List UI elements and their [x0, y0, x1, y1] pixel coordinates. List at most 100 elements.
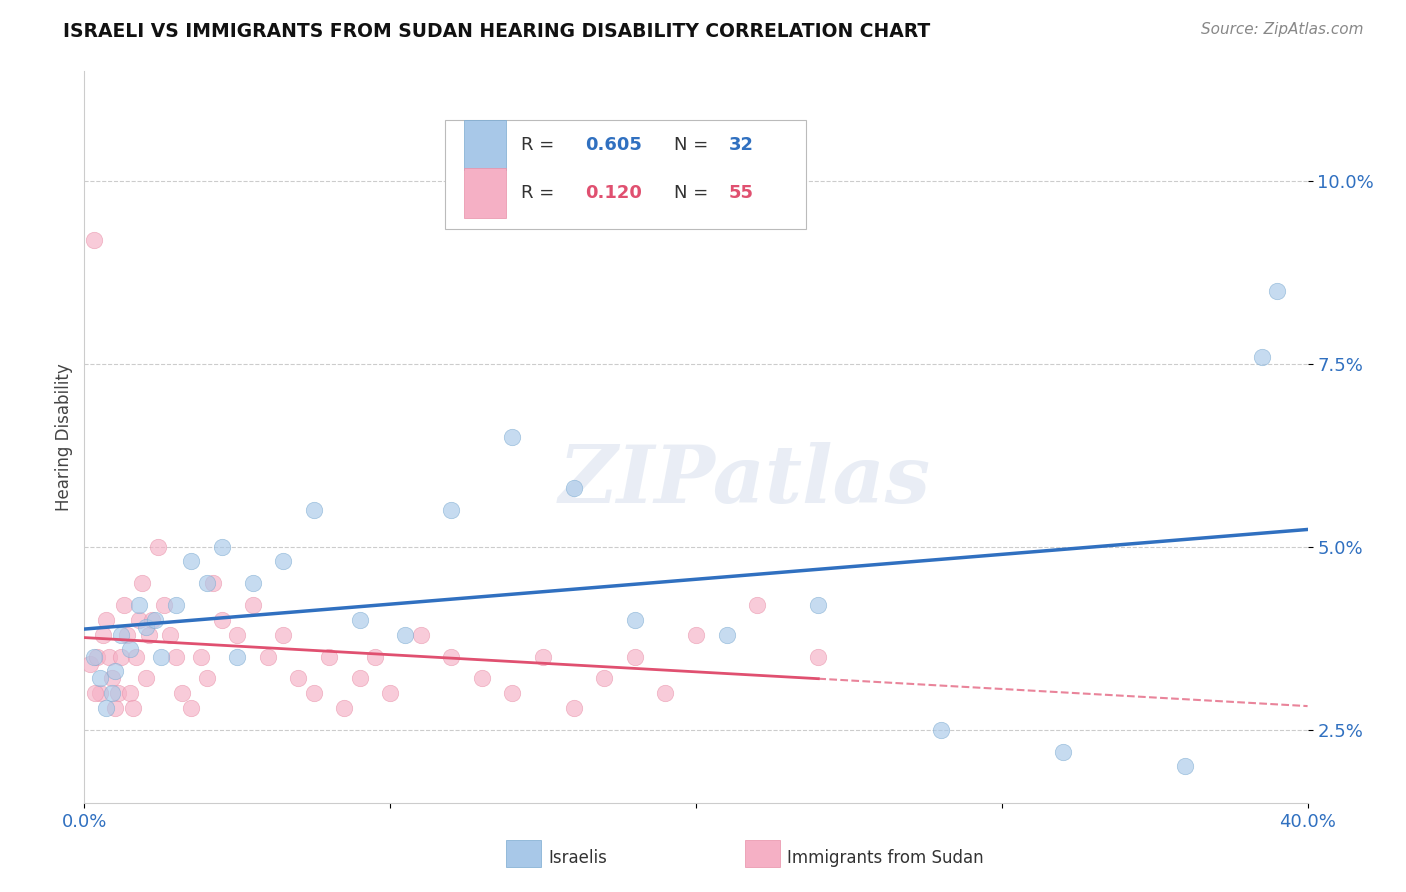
- Point: [84, 686, 107, 700]
- Point: [226, 649, 249, 664]
- Text: Israelis: Israelis: [548, 849, 607, 867]
- Point: [89, 672, 111, 686]
- Point: [125, 649, 148, 664]
- Y-axis label: Hearing Disability: Hearing Disability: [55, 363, 73, 511]
- Point: [716, 627, 738, 641]
- Point: [593, 672, 616, 686]
- Point: [115, 627, 138, 641]
- Point: [685, 627, 707, 641]
- Point: [1265, 284, 1288, 298]
- Point: [120, 642, 142, 657]
- Point: [180, 554, 202, 568]
- Point: [271, 627, 294, 641]
- Point: [624, 649, 647, 664]
- Point: [440, 649, 463, 664]
- FancyBboxPatch shape: [446, 120, 806, 228]
- Point: [1174, 759, 1197, 773]
- Point: [364, 649, 387, 664]
- Point: [149, 649, 172, 664]
- Text: R =: R =: [522, 184, 560, 202]
- Text: ZIPatlas: ZIPatlas: [558, 442, 931, 520]
- Point: [190, 649, 212, 664]
- Text: N =: N =: [673, 184, 714, 202]
- Point: [211, 540, 233, 554]
- Point: [101, 672, 124, 686]
- Point: [807, 599, 830, 613]
- Point: [97, 649, 120, 664]
- Point: [562, 700, 585, 714]
- Point: [287, 672, 309, 686]
- Point: [159, 627, 181, 641]
- Point: [257, 649, 280, 664]
- Point: [83, 649, 105, 664]
- Text: R =: R =: [522, 136, 560, 154]
- Point: [333, 700, 356, 714]
- Point: [624, 613, 647, 627]
- Point: [104, 664, 127, 678]
- Point: [83, 233, 105, 247]
- Point: [128, 599, 150, 613]
- Point: [180, 700, 202, 714]
- Point: [440, 503, 463, 517]
- Point: [380, 686, 402, 700]
- Point: [1250, 350, 1272, 364]
- Text: 0.605: 0.605: [585, 136, 641, 154]
- Point: [302, 503, 325, 517]
- Point: [318, 649, 340, 664]
- Point: [226, 627, 249, 641]
- Point: [531, 649, 554, 664]
- Point: [138, 627, 160, 641]
- Point: [242, 576, 264, 591]
- Point: [394, 627, 416, 641]
- Point: [201, 576, 224, 591]
- Point: [502, 686, 524, 700]
- Text: 55: 55: [728, 184, 754, 202]
- Point: [122, 700, 145, 714]
- Point: [94, 613, 117, 627]
- Point: [110, 649, 132, 664]
- Point: [143, 613, 166, 627]
- Point: [242, 599, 264, 613]
- Point: [165, 649, 187, 664]
- Point: [211, 613, 233, 627]
- Point: [79, 657, 101, 671]
- Point: [747, 599, 769, 613]
- Point: [131, 576, 153, 591]
- Point: [146, 540, 169, 554]
- Point: [135, 672, 157, 686]
- Point: [562, 481, 585, 495]
- Point: [120, 686, 142, 700]
- Point: [195, 672, 218, 686]
- Point: [104, 700, 127, 714]
- Text: 0.120: 0.120: [585, 184, 641, 202]
- Point: [141, 613, 163, 627]
- Point: [654, 686, 676, 700]
- Point: [349, 613, 371, 627]
- Text: Immigrants from Sudan: Immigrants from Sudan: [787, 849, 984, 867]
- FancyBboxPatch shape: [464, 120, 506, 170]
- Point: [502, 430, 524, 444]
- Point: [110, 627, 132, 641]
- Point: [112, 599, 135, 613]
- Point: [172, 686, 194, 700]
- Point: [153, 599, 176, 613]
- Point: [107, 686, 129, 700]
- Point: [128, 613, 150, 627]
- Point: [271, 554, 294, 568]
- Point: [1052, 745, 1074, 759]
- Text: Source: ZipAtlas.com: Source: ZipAtlas.com: [1201, 22, 1364, 37]
- Point: [302, 686, 325, 700]
- Point: [409, 627, 432, 641]
- FancyBboxPatch shape: [464, 168, 506, 218]
- Point: [807, 649, 830, 664]
- Text: N =: N =: [673, 136, 714, 154]
- Point: [195, 576, 218, 591]
- Point: [86, 649, 108, 664]
- Point: [91, 627, 114, 641]
- Point: [101, 686, 124, 700]
- Point: [89, 686, 111, 700]
- Point: [94, 700, 117, 714]
- Point: [165, 599, 187, 613]
- Point: [349, 672, 371, 686]
- Point: [471, 672, 494, 686]
